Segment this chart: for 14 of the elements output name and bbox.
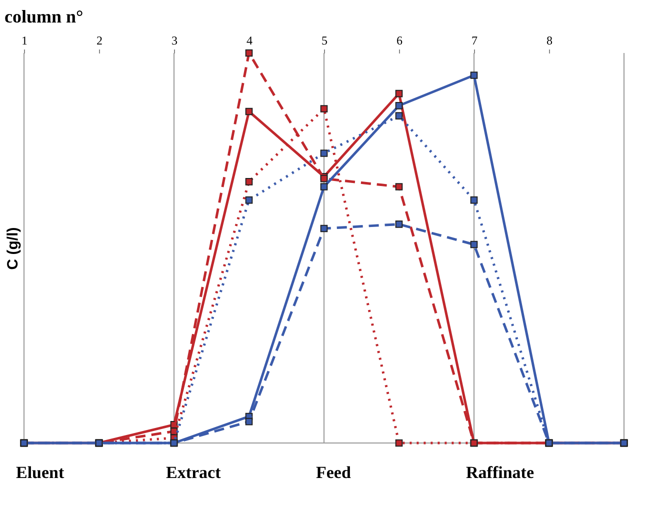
x-tick-label: 8 — [546, 34, 552, 48]
text: Feed — [316, 463, 352, 482]
x-tick-label: 7 — [472, 34, 478, 48]
x-axis-title: column n° — [4, 6, 84, 26]
x-tick-label: 1 — [22, 34, 28, 48]
text: Eluent — [16, 463, 65, 482]
x-tick-label: 5 — [322, 34, 328, 48]
y-axis-title: C (g/l) — [4, 227, 22, 270]
x-tick-label: 3 — [172, 34, 178, 48]
x-tick-label: 6 — [396, 34, 402, 48]
text: Raffinate — [466, 463, 534, 482]
text: Extract — [166, 463, 222, 482]
x-tick-label: 2 — [96, 34, 102, 48]
x-tick-label: 4 — [246, 34, 252, 48]
